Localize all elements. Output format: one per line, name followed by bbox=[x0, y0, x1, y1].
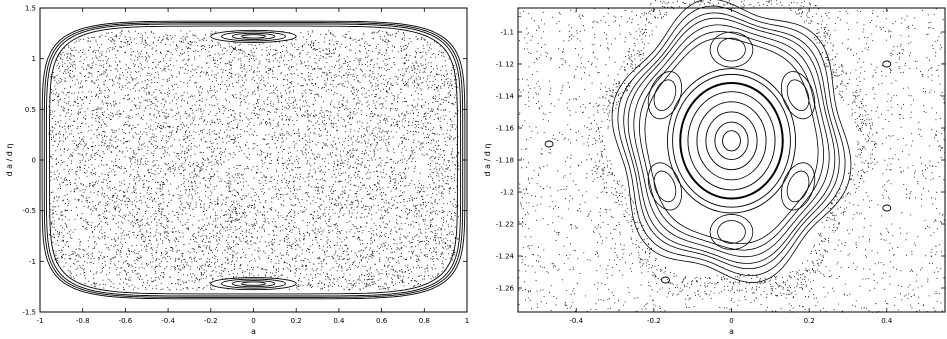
resonance-island bbox=[709, 213, 754, 251]
invariant-curve bbox=[638, 31, 825, 251]
resonance-island bbox=[786, 79, 810, 112]
invariant-curve bbox=[623, 12, 840, 270]
y-tick-label: -1.1 bbox=[500, 29, 514, 37]
island-orbit bbox=[221, 278, 286, 289]
y-tick-label: -1.14 bbox=[496, 93, 515, 101]
outer-invariant-curve bbox=[41, 20, 466, 300]
x-axis-label: a bbox=[251, 327, 256, 336]
x-tick-label: -0.4 bbox=[161, 317, 175, 325]
x-tick-label: 0 bbox=[729, 317, 733, 325]
resonance-island bbox=[653, 170, 677, 203]
small-island bbox=[661, 276, 670, 284]
resonance-island bbox=[647, 71, 682, 120]
y-tick-label: -1.24 bbox=[496, 253, 515, 261]
resonance-island bbox=[653, 79, 677, 112]
central-orbit bbox=[687, 91, 776, 191]
y-tick-label: -1.5 bbox=[22, 309, 36, 317]
x-tick-label: 0.8 bbox=[419, 317, 430, 325]
x-tick-label: 1 bbox=[465, 317, 469, 325]
x-tick-label: -0.4 bbox=[569, 317, 583, 325]
resonance-island bbox=[781, 71, 816, 120]
x-tick-label: -1 bbox=[37, 317, 44, 325]
small-island bbox=[882, 204, 892, 212]
invariant-curve bbox=[644, 37, 819, 244]
x-tick-label: -0.2 bbox=[647, 317, 661, 325]
resonance-island bbox=[717, 220, 746, 244]
island-orbit bbox=[231, 280, 276, 288]
outer-invariant-curve bbox=[45, 23, 462, 297]
central-orbit bbox=[705, 111, 758, 171]
x-tick-label: -0.8 bbox=[76, 317, 90, 325]
y-tick-label: -1 bbox=[29, 258, 36, 266]
y-tick-label: -1.16 bbox=[496, 125, 515, 133]
background-chaotic-points bbox=[518, 8, 946, 313]
panel-zoom-section: -0.4 -0.2 0 0.2 0.4 -1.1 -1.12 -1.14 -1.16 -1.18 -… bbox=[483, 0, 946, 336]
x-tick-label: -0.2 bbox=[204, 317, 218, 325]
x-tick-label: -0.6 bbox=[119, 317, 133, 325]
plot-frame bbox=[39, 7, 468, 313]
outer-invariant-curve bbox=[43, 22, 464, 298]
y-tick-label: 0.5 bbox=[25, 106, 36, 114]
resonance-island bbox=[709, 31, 754, 68]
y-tick-label: -1.22 bbox=[496, 221, 514, 229]
x-tick-label: 0.2 bbox=[804, 317, 815, 325]
central-orbit bbox=[714, 121, 749, 161]
invariant-curve bbox=[617, 5, 846, 277]
y-tick-label: 0 bbox=[32, 157, 36, 165]
central-orbit bbox=[722, 130, 741, 152]
resonance-island bbox=[717, 37, 746, 62]
invariant-curve bbox=[611, 0, 852, 283]
y-tick-label: -1.26 bbox=[496, 285, 515, 293]
x-tick-label: 0.2 bbox=[291, 317, 302, 325]
central-orbit bbox=[696, 101, 767, 181]
panel-full-section: -1 -0.8 -0.6 -0.4 -0.2 0 0.2 0.4 0.6 0.8 1 1.5 1 0.5 0… bbox=[5, 5, 469, 337]
x-tick-label: 0.6 bbox=[376, 317, 388, 325]
island-orbit bbox=[241, 34, 266, 39]
central-orbit bbox=[667, 68, 797, 214]
x-axis-label: a bbox=[729, 327, 734, 336]
island-orbit bbox=[210, 29, 297, 43]
island-orbit bbox=[210, 277, 297, 291]
y-tick-label: 1 bbox=[32, 55, 36, 63]
resonance-island bbox=[786, 170, 810, 203]
central-orbit bbox=[679, 82, 784, 200]
y-tick-label: 1.5 bbox=[25, 5, 36, 13]
island-orbit bbox=[231, 32, 276, 40]
y-tick-label: -1.18 bbox=[496, 157, 514, 165]
chaotic-sea-points bbox=[48, 30, 460, 291]
y-tick-label: -1.2 bbox=[500, 189, 514, 197]
y-axis-label: d a / d η bbox=[483, 144, 492, 177]
small-island bbox=[882, 60, 892, 68]
y-tick-label: -1.12 bbox=[496, 61, 514, 69]
invariant-curve bbox=[633, 24, 830, 258]
resonance-island bbox=[781, 162, 816, 211]
resonance-island bbox=[647, 162, 682, 211]
x-tick-label: 0.4 bbox=[881, 317, 893, 325]
island-orbit bbox=[241, 281, 266, 286]
outer-invariant-curve bbox=[49, 25, 458, 295]
central-orbit bbox=[672, 73, 791, 208]
x-tick-label: 0 bbox=[251, 317, 255, 325]
edge-chaotic-band bbox=[587, 0, 876, 297]
y-axis-label: d a / d η bbox=[5, 144, 14, 177]
x-tick-label: 0.4 bbox=[333, 317, 345, 325]
island-orbit bbox=[221, 31, 286, 42]
invariant-curve bbox=[627, 17, 836, 264]
small-island bbox=[544, 140, 554, 148]
y-tick-label: -0.5 bbox=[22, 207, 36, 215]
